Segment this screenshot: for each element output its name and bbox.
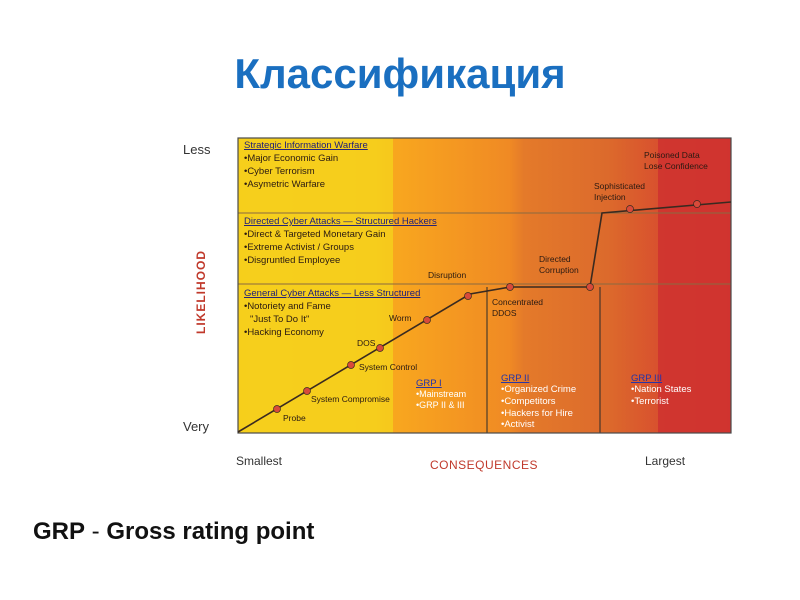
band-general-item: •Hacking Economy <box>244 327 324 338</box>
band-general-heading: General Cyber Attacks — Less Structured <box>244 288 420 299</box>
label-concentrated: Concentrated <box>492 297 543 307</box>
grp2-item: •Hackers for Hire <box>501 408 573 419</box>
marker-system-control <box>347 361 355 369</box>
zone-red <box>658 138 731 433</box>
band-directed-heading: Directed Cyber Attacks — Structured Hack… <box>244 216 437 227</box>
grp1-title: GRP I <box>416 378 442 389</box>
band-general-item: "Just To Do It" <box>250 314 309 325</box>
x-axis-right-label: Largest <box>645 454 686 468</box>
marker-directed-corruption <box>586 283 594 291</box>
grp1-item: •Mainstream <box>416 389 466 399</box>
grp2-item: •Competitors <box>501 396 556 407</box>
marker-disruption <box>464 292 472 300</box>
grp3-item: •Nation States <box>631 384 692 395</box>
grp3-item: •Terrorist <box>631 396 669 407</box>
band-directed-item: •Disgruntled Employee <box>244 255 340 266</box>
marker-sophisticated-injection <box>626 205 634 213</box>
label-injection: Injection <box>594 192 626 202</box>
label-system-control: System Control <box>359 362 417 372</box>
y-axis-top-label: Less <box>183 142 211 157</box>
band-strategic-item: •Cyber Terrorism <box>244 166 315 177</box>
band-directed-item: •Direct & Targeted Monetary Gain <box>244 229 386 240</box>
band-general-item: •Notoriety and Fame <box>244 301 331 312</box>
band-strategic-heading: Strategic Information Warfare <box>244 140 368 151</box>
marker-poisoned-data <box>693 200 701 208</box>
band-strategic-item: •Major Economic Gain <box>244 153 338 164</box>
chart-frame <box>237 137 732 434</box>
footnote: GRP - Gross rating point <box>33 518 314 546</box>
label-dos: DOS <box>357 338 376 348</box>
marker-system-compromise <box>303 387 311 395</box>
grp1-item: •GRP II & III <box>416 400 465 410</box>
marker-dos <box>376 344 384 352</box>
grp2-item: •Organized Crime <box>501 384 576 395</box>
y-axis-bottom-label: Very <box>183 419 210 434</box>
label-probe: Probe <box>283 413 306 423</box>
band-directed-item: •Extreme Activist / Groups <box>244 242 354 253</box>
marker-probe <box>273 405 281 413</box>
y-axis-title: LIKELIHOOD <box>194 250 208 334</box>
label-sophisticated: Sophisticated <box>594 181 645 191</box>
marker-worm <box>423 316 431 324</box>
slide-title: Классификация <box>234 50 566 97</box>
footnote-abbr: GRP <box>33 518 86 545</box>
label-ddos: DDOS <box>492 308 517 318</box>
x-axis-title: CONSEQUENCES <box>430 458 538 472</box>
zone-yellow <box>238 138 393 433</box>
label-directed: Directed <box>539 254 571 264</box>
label-poisoned-data: Poisoned Data <box>644 150 700 160</box>
label-corruption: Corruption <box>539 265 579 275</box>
x-axis-left-label: Smallest <box>236 454 283 468</box>
footnote-text: Gross rating point <box>106 518 315 545</box>
label-disruption: Disruption <box>428 270 467 280</box>
footnote-separator: - <box>85 518 107 545</box>
attack-curve <box>237 201 732 433</box>
label-worm: Worm <box>389 313 412 323</box>
grp2-item: •Activist <box>501 419 535 430</box>
grp3-title: GRP III <box>631 373 662 384</box>
label-system-compromise: System Compromise <box>311 394 390 404</box>
marker-concentrated-ddos <box>506 283 514 291</box>
label-lose-confidence: Lose Confidence <box>644 161 708 171</box>
band-strategic-item: •Asymetric Warfare <box>244 179 325 190</box>
grp2-title: GRP II <box>501 373 529 384</box>
